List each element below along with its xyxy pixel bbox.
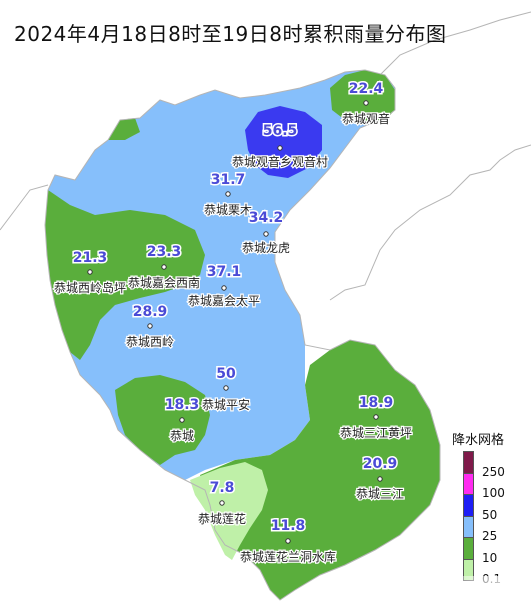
station-7: 37.1 恭城嘉会太平 [187, 263, 262, 310]
zone-25mm [45, 70, 395, 480]
station-2: 56.5 恭城观音乡观音村 [231, 122, 330, 171]
neighbor-boundary-north [379, 11, 531, 76]
station-marker [285, 538, 291, 544]
station-marker [161, 264, 167, 270]
station-marker [363, 100, 369, 106]
legend-swatch [463, 537, 474, 560]
station-name: 恭城西岭 [126, 335, 174, 349]
zone-10mm-northwest-patch [108, 118, 140, 140]
station-11: 18.9 恭城三江黄坪 [339, 394, 414, 442]
station-name: 恭城三江 [356, 487, 404, 501]
station-value: 7.8 [210, 480, 235, 496]
station-marker [263, 231, 269, 237]
station-value: 20.9 [363, 456, 398, 472]
station-name: 恭城莲花 [198, 511, 246, 526]
station-value: 18.3 [165, 397, 200, 413]
legend-title: 降水网格 [452, 433, 505, 448]
station-marker [223, 385, 229, 391]
watermark [420, 576, 510, 598]
legend-swatch [463, 515, 474, 538]
county-outline [44, 69, 441, 601]
station-value: 21.3 [73, 250, 108, 266]
legend-label: 100 [482, 486, 505, 500]
station-name: 恭城嘉会太平 [188, 293, 260, 308]
neighbor-boundary-west [0, 184, 49, 231]
station-marker [221, 285, 227, 291]
legend-swatch [463, 494, 474, 517]
zone-10mm-southeast [200, 340, 440, 600]
zone-0-1mm [190, 462, 268, 560]
station-value: 22.4 [349, 81, 384, 97]
station-value: 28.9 [133, 304, 168, 320]
station-value: 37.1 [207, 264, 242, 280]
station-9: 50 恭城平安 [201, 365, 252, 414]
legend-label: 50 [482, 507, 498, 522]
station-10: 18.3 恭城 [163, 396, 201, 445]
legend-label: 10 [482, 550, 498, 565]
station-value: 23.3 [147, 244, 182, 260]
legend-swatch [463, 451, 474, 474]
station-name: 恭城龙虎 [242, 241, 290, 255]
station-marker [277, 145, 283, 151]
station-12: 20.9 恭城三江 [355, 455, 406, 503]
station-name: 恭城嘉会西南 [128, 275, 200, 290]
station-name: 恭城莲花兰洞水库 [240, 549, 336, 564]
station-marker [87, 269, 93, 275]
station-value: 34.2 [249, 210, 284, 226]
neighbor-boundaries [0, 11, 531, 301]
zone-10mm-south [115, 375, 210, 465]
station-name: 恭城平安 [202, 397, 250, 412]
station-marker [147, 323, 153, 329]
legend-label: 25 [482, 529, 498, 543]
station-name: 恭城栗木 [204, 203, 252, 217]
station-14: 11.8 恭城莲花兰洞水库 [239, 517, 338, 566]
station-6: 23.3 恭城嘉会西南 [127, 243, 202, 292]
station-marker [179, 417, 185, 423]
station-13: 7.8 恭城莲花 [197, 479, 248, 528]
station-5: 21.3 恭城西岭岛坪 [53, 249, 128, 297]
station-marker [377, 476, 383, 482]
station-value: 56.5 [263, 123, 298, 139]
legend-label: 250 [482, 464, 505, 479]
station-marker [219, 500, 225, 506]
station-marker [225, 191, 231, 197]
legend-swatch [463, 472, 474, 495]
station-name: 恭城 [170, 429, 194, 443]
station-value: 11.8 [271, 518, 306, 534]
station-name: 恭城观音乡观音村 [232, 154, 328, 169]
neighbor-boundary-east [329, 144, 531, 301]
station-marker [373, 414, 379, 420]
station-1: 22.4 恭城观音 [341, 80, 392, 128]
station-8: 28.9 恭城西岭 [125, 303, 176, 351]
station-name: 恭城西岭岛坪 [54, 280, 126, 295]
station-value: 18.9 [359, 395, 394, 411]
zone-10mm-west [45, 190, 205, 360]
station-3: 31.7 恭城栗木 [203, 171, 254, 219]
zone-10mm-northeast [330, 70, 395, 125]
station-4: 34.2 恭城龙虎 [241, 209, 292, 257]
station-name: 恭城观音 [342, 111, 390, 126]
station-value: 50 [216, 366, 236, 382]
zone-50mm [245, 106, 322, 178]
station-name: 恭城三江黄坪 [340, 426, 412, 440]
map-title: 2024年4月18日8时至19日8时累积雨量分布图 [14, 22, 447, 46]
station-value: 31.7 [211, 172, 246, 188]
